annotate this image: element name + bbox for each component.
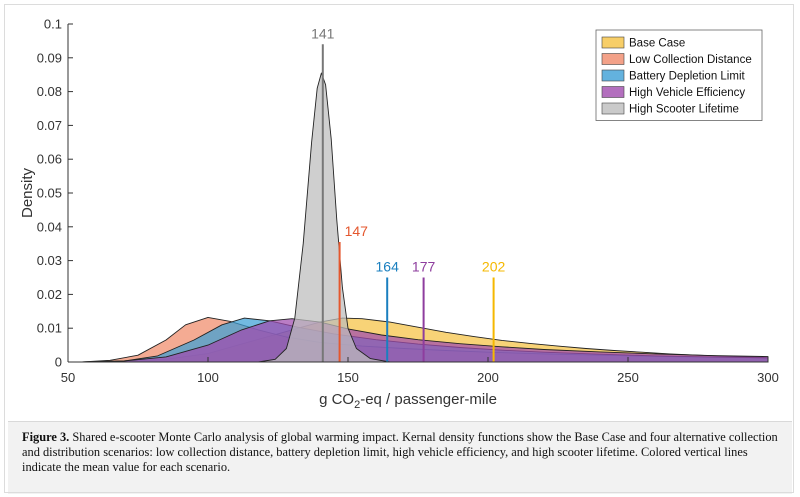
x-tick-label: 250 bbox=[617, 370, 639, 385]
y-tick-label: 0.1 bbox=[44, 17, 62, 32]
mean-lines: 202 147 164 177 141 bbox=[311, 25, 505, 362]
legend: Base Case Low Collection Distance Battery … bbox=[595, 29, 763, 121]
caption-box: Figure 3. Shared e-scooter Monte Carlo a… bbox=[8, 421, 792, 494]
legend-swatch-high-scooter-lifetime bbox=[601, 102, 625, 115]
caption-label: Figure 3. bbox=[22, 430, 70, 444]
legend-label-high-vehicle-efficiency: High Vehicle Efficiency bbox=[629, 87, 745, 99]
y-tick-label: 0.06 bbox=[37, 152, 62, 167]
mean-label-battery-depletion-limit: 164 bbox=[376, 259, 400, 275]
y-tick-label: 0.02 bbox=[37, 287, 62, 302]
legend-swatch-battery-depletion-limit bbox=[601, 69, 625, 82]
x-tick-label: 100 bbox=[197, 370, 219, 385]
figure-caption: Figure 3. Shared e-scooter Monte Carlo a… bbox=[22, 430, 782, 476]
x-tick-label: 200 bbox=[477, 370, 499, 385]
x-tick-label: 300 bbox=[757, 370, 779, 385]
density-chart: 202 147 164 177 141 50 100 150 200 250 300 0 0.01 0.… bbox=[19, 16, 779, 412]
x-tick-label: 150 bbox=[337, 370, 359, 385]
mean-label-base-case: 202 bbox=[482, 259, 506, 275]
x-tick-label: 50 bbox=[61, 370, 75, 385]
y-tick-label: 0.08 bbox=[37, 84, 62, 99]
plot-area bbox=[81, 72, 769, 363]
axes: 50 100 150 200 250 300 0 0.01 0.02 0.03 0.04 0.05 0.… bbox=[19, 17, 779, 412]
y-axis-label: Density bbox=[19, 167, 36, 218]
density-high-vehicle-efficiency bbox=[81, 318, 769, 363]
y-tick-label: 0.04 bbox=[37, 219, 62, 234]
mean-label-high-scooter-lifetime: 141 bbox=[311, 25, 335, 41]
y-tick-label: 0.05 bbox=[37, 186, 62, 201]
legend-label-high-scooter-lifetime: High Scooter Lifetime bbox=[629, 104, 739, 116]
legend-swatch-low-collection-distance bbox=[601, 53, 625, 65]
y-tick-label: 0.07 bbox=[37, 118, 62, 133]
caption-text: Shared e-scooter Monte Carlo analysis of… bbox=[22, 430, 778, 475]
y-tick-label: 0 bbox=[55, 355, 62, 370]
legend-swatch-high-vehicle-efficiency bbox=[601, 86, 625, 98]
x-axis-label: g CO2-eq / passenger-mile bbox=[319, 391, 497, 411]
legend-label-low-collection-distance: Low Collection Distance bbox=[629, 54, 752, 66]
y-tick-label: 0.01 bbox=[37, 321, 62, 336]
legend-swatch-base-case bbox=[601, 36, 625, 49]
density-high-scooter-lifetime bbox=[257, 72, 391, 363]
legend-label-battery-depletion-limit: Battery Depletion Limit bbox=[629, 71, 745, 83]
mean-label-high-vehicle-efficiency: 177 bbox=[412, 259, 436, 275]
mean-label-low-collection-distance: 147 bbox=[345, 223, 369, 239]
y-tick-label: 0.09 bbox=[37, 50, 62, 65]
y-tick-label: 0.03 bbox=[37, 253, 62, 268]
legend-label-base-case: Base Case bbox=[629, 38, 685, 50]
